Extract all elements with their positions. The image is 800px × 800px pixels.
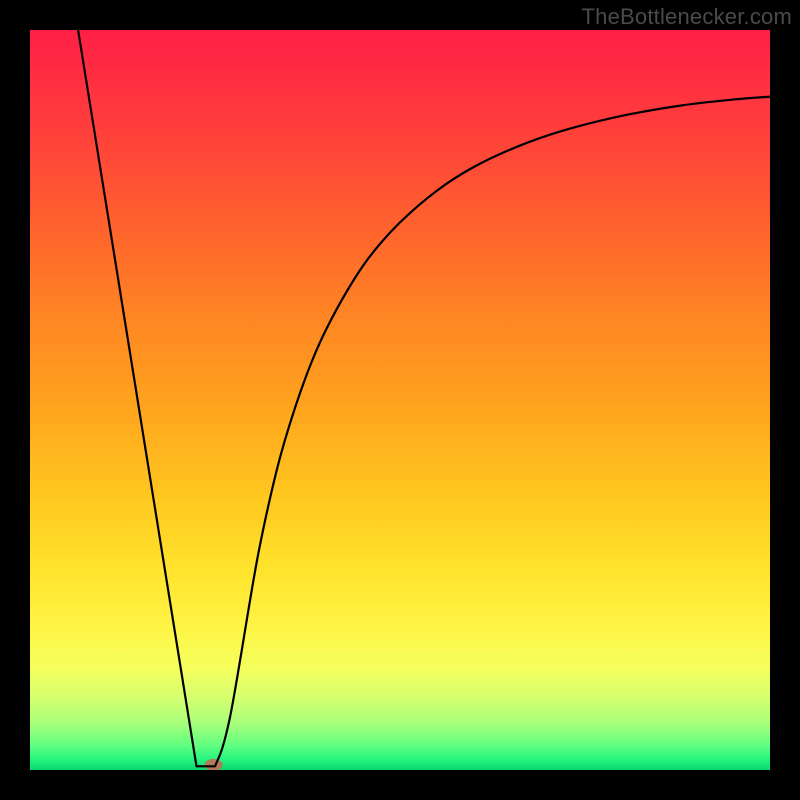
chart-container: TheBottlenecker.com (0, 0, 800, 800)
optimum-marker (205, 759, 223, 771)
watermark-text: TheBottlenecker.com (582, 4, 792, 30)
bottleneck-chart (0, 0, 800, 800)
gradient-background (30, 30, 770, 770)
